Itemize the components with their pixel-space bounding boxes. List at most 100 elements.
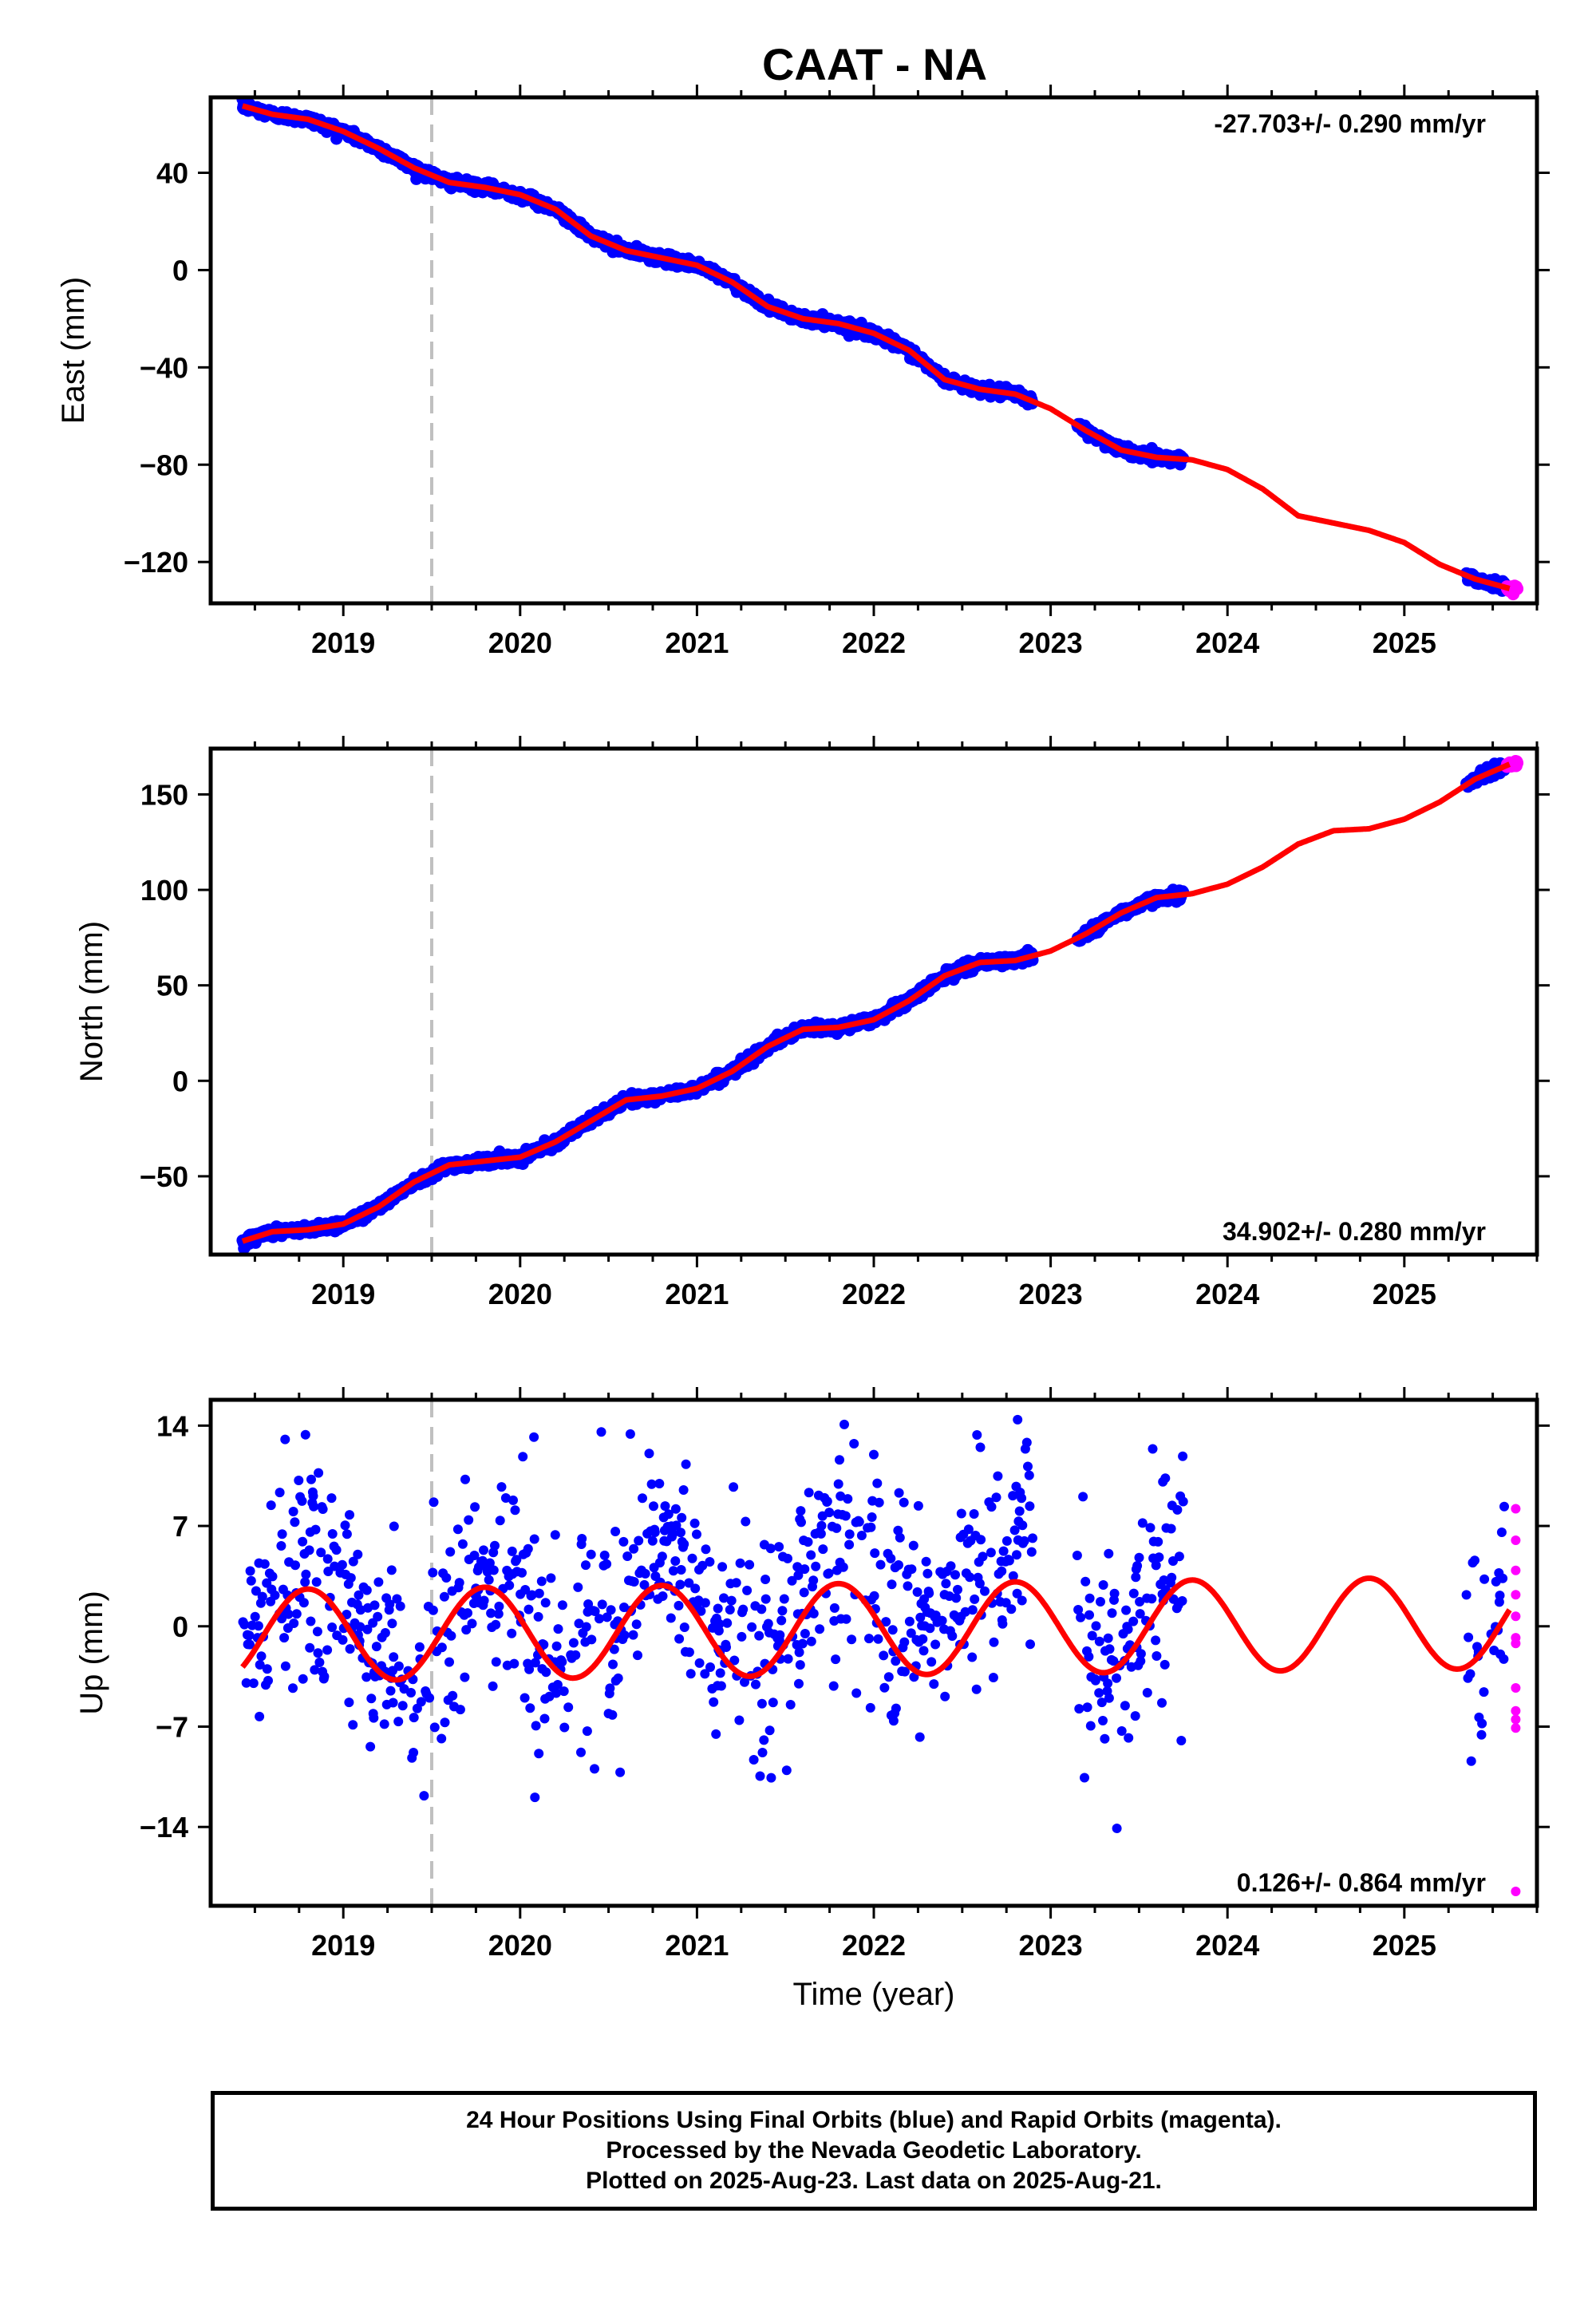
final-orbit-point xyxy=(1178,1451,1188,1461)
north-panel: 2019 2020 2021 2022 2023 2024 2025150100500−50… xyxy=(74,736,1550,1310)
final-orbit-point xyxy=(1028,1533,1037,1543)
final-orbit-point xyxy=(804,1488,814,1498)
final-orbit-point xyxy=(277,1529,287,1539)
final-orbit-point xyxy=(631,1619,642,1630)
east-panel: 2019 2020 2021 2022 2023 2024 2025400−40−80−12… xyxy=(56,85,1550,659)
final-orbit-point xyxy=(729,1482,739,1492)
final-orbit-point xyxy=(454,1578,464,1588)
y-tick-label: 50 xyxy=(156,970,188,1002)
final-orbit-point xyxy=(711,1729,721,1739)
final-orbit-point xyxy=(1172,1504,1183,1515)
final-orbit-point xyxy=(947,1631,958,1641)
final-orbit-point xyxy=(248,1678,259,1689)
final-orbit-point xyxy=(1085,1721,1096,1731)
y-axis-label: East (mm) xyxy=(56,277,91,424)
final-orbit-point xyxy=(797,1638,808,1649)
final-orbit-point xyxy=(976,1535,986,1545)
final-orbit-point xyxy=(322,1554,333,1564)
final-orbit-point xyxy=(866,1522,876,1532)
final-orbit-point xyxy=(338,1634,348,1645)
final-orbit-point xyxy=(581,1560,591,1571)
final-orbit-point xyxy=(687,1553,697,1563)
final-orbit-point xyxy=(275,1488,285,1498)
final-orbit-point xyxy=(971,1684,982,1694)
final-orbit-point xyxy=(270,1590,280,1600)
final-orbit-point xyxy=(800,1629,810,1638)
final-orbit-point xyxy=(1098,1716,1108,1725)
final-orbit-point xyxy=(586,1549,596,1559)
final-orbit-point xyxy=(1147,1594,1157,1604)
final-orbit-point xyxy=(676,1565,686,1575)
final-orbit-point xyxy=(998,1618,1008,1629)
final-orbit-point xyxy=(488,1681,498,1691)
final-orbit-point xyxy=(806,1636,816,1646)
final-orbit-point xyxy=(550,1530,560,1540)
final-orbit-point xyxy=(907,1564,917,1575)
final-orbit-point xyxy=(1466,1756,1476,1766)
final-orbit-point xyxy=(1026,1547,1037,1557)
final-orbit-point xyxy=(1121,1605,1132,1615)
final-orbit-point xyxy=(479,1545,488,1555)
final-orbit-point xyxy=(379,1719,389,1729)
final-orbit-point xyxy=(638,1493,647,1504)
final-orbit-point xyxy=(879,1650,889,1661)
final-orbit-point xyxy=(387,1618,397,1629)
final-orbit-point xyxy=(634,1535,644,1546)
final-orbit-point xyxy=(1145,1523,1156,1533)
final-orbit-point xyxy=(886,1553,896,1563)
final-orbit-point xyxy=(518,1452,528,1462)
final-orbit-point xyxy=(854,1516,864,1527)
x-tick-label: 2025 xyxy=(1373,626,1436,659)
final-orbit-point xyxy=(924,1588,934,1599)
final-orbit-point xyxy=(523,1604,534,1614)
final-orbit-point xyxy=(760,1594,771,1604)
final-orbit-point xyxy=(831,1654,841,1665)
final-orbit-point xyxy=(619,1630,630,1640)
final-orbit-point xyxy=(640,1568,650,1579)
final-orbit-point xyxy=(1084,1593,1095,1603)
final-orbit-point xyxy=(557,1657,567,1667)
final-orbit-point xyxy=(559,1686,569,1697)
final-orbit-point xyxy=(488,1565,499,1575)
final-orbit-point xyxy=(1104,1548,1114,1559)
model-fit-line xyxy=(240,103,1511,591)
final-orbit-point xyxy=(1094,1688,1104,1698)
y-tick-label: 0 xyxy=(172,1065,188,1097)
final-orbit-point xyxy=(816,1528,826,1539)
final-orbit-point xyxy=(993,1471,1003,1481)
final-orbit-point xyxy=(553,1624,563,1634)
final-orbit-point xyxy=(534,1749,544,1759)
final-orbit-point xyxy=(649,1501,658,1512)
final-orbit-point xyxy=(644,1448,654,1459)
x-tick-label: 2021 xyxy=(665,1278,729,1310)
final-orbit-point xyxy=(280,1661,290,1671)
final-orbit-point xyxy=(1134,1552,1144,1563)
final-orbit-point xyxy=(1103,1633,1113,1643)
final-orbit-point xyxy=(692,1529,701,1539)
final-orbit-point xyxy=(467,1618,477,1629)
final-orbit-point xyxy=(986,1547,996,1558)
final-orbit-point xyxy=(766,1773,776,1783)
final-orbit-point xyxy=(675,1579,685,1590)
final-orbit-point xyxy=(508,1495,518,1505)
final-orbit-point xyxy=(1080,1773,1089,1783)
final-orbit-point xyxy=(300,1429,310,1440)
final-orbit-point xyxy=(912,1587,922,1597)
x-tick-label: 2024 xyxy=(1195,1278,1259,1310)
final-orbit-point xyxy=(832,1523,842,1533)
final-orbit-point xyxy=(737,1631,747,1642)
final-orbit-point xyxy=(833,1479,843,1489)
final-orbit-point xyxy=(899,1637,910,1647)
final-orbit-point xyxy=(615,1767,626,1777)
final-orbit-point xyxy=(1023,1461,1033,1472)
final-orbit-point xyxy=(940,1691,950,1701)
final-orbit-point xyxy=(674,1600,684,1611)
final-orbit-point xyxy=(1166,1524,1176,1534)
final-orbit-point xyxy=(1477,1718,1487,1729)
final-orbit-point xyxy=(326,1493,337,1504)
final-orbit-point xyxy=(666,1613,676,1623)
final-orbit-point xyxy=(1142,1688,1152,1697)
final-orbit-point xyxy=(781,1765,792,1776)
final-orbit-point xyxy=(495,1516,505,1526)
final-orbit-point xyxy=(288,1507,298,1516)
